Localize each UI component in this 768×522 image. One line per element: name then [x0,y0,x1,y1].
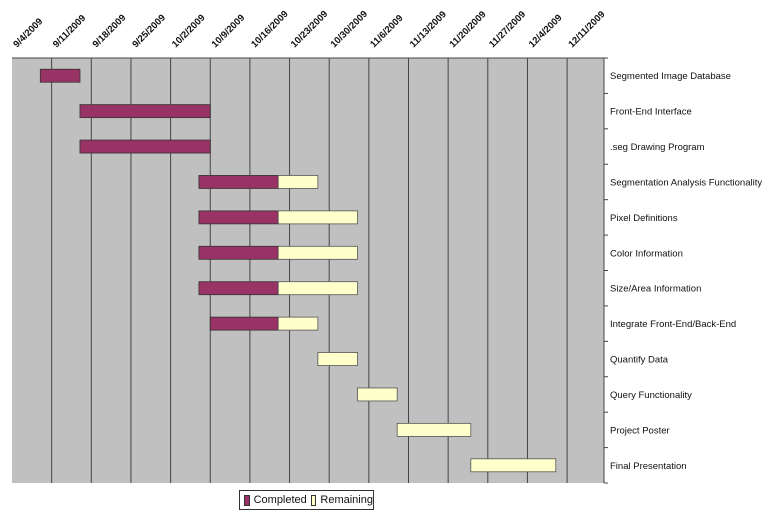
bar-remaining [277,316,319,331]
bar-remaining [277,245,358,260]
x-tick-label: 10/16/2009 [249,9,290,50]
x-tick-label: 11/27/2009 [487,9,528,50]
bar-completed [39,68,81,83]
plot-area [12,58,604,483]
task-label: Pixel Definitions [610,213,678,224]
x-tick-label: 9/18/2009 [91,12,129,50]
bar-completed [198,175,279,189]
legend-label-completed: Completed [253,494,307,506]
bar-completed [198,245,279,260]
x-tick-label: 10/2/2009 [170,12,208,50]
task-label: Project Poster [610,425,670,436]
bar-remaining [317,352,358,366]
bar-completed [198,210,279,225]
task-label: Final Presentation [610,461,687,472]
bar-completed [198,281,279,296]
x-tick-label: 10/9/2009 [210,12,248,50]
x-tick-label: 12/4/2009 [527,12,565,50]
x-tick-label: 12/11/2009 [566,9,607,50]
task-label: Size/Area Information [610,284,701,295]
task-label: Segmented Image Database [610,71,731,82]
bar-remaining [277,281,358,296]
bar-completed [79,104,211,119]
bar-remaining [396,422,472,437]
bar-remaining [357,387,398,402]
x-tick-label: 11/13/2009 [408,9,449,50]
legend: Completed Remaining [239,490,374,510]
x-tick-label: 11/6/2009 [368,13,405,50]
legend-label-remaining: Remaining [320,494,373,506]
x-tick-label: 10/30/2009 [329,9,370,50]
bar-remaining [470,458,557,473]
bar-remaining [277,175,319,189]
x-tick-label: 9/25/2009 [130,12,168,50]
task-label: Integrate Front-End/Back-End [610,319,736,330]
legend-swatch-completed [244,494,250,506]
bar-completed [209,316,279,331]
task-label: Query Functionality [610,390,692,401]
task-label: .seg Drawing Program [610,142,705,153]
bar-remaining [277,210,358,225]
legend-swatch-remaining [310,494,317,506]
x-tick-label: 11/20/2009 [447,9,488,50]
x-tick-label: 9/11/2009 [51,13,88,50]
task-label: Front-End Interface [610,107,692,118]
x-tick-label: 10/23/2009 [289,9,330,50]
task-label: Color Information [610,248,683,259]
bar-completed [79,139,211,154]
task-label: Segmentation Analysis Functionality [610,177,762,188]
task-label: Quantify Data [610,355,669,366]
x-tick-label: 9/4/2009 [11,16,45,50]
